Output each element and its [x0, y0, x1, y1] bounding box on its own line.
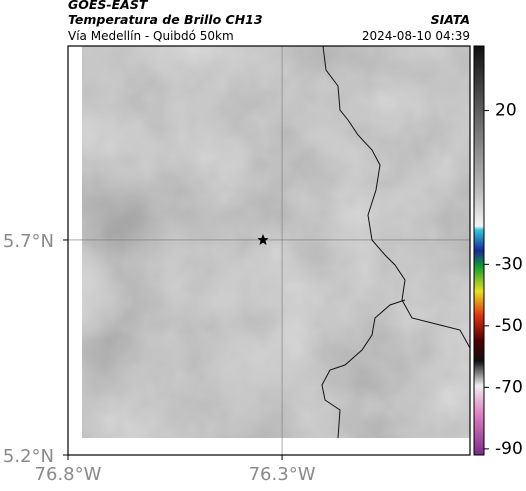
y-tick-label: 5.7°N — [3, 231, 54, 252]
colorbar-tick-label: 20 — [495, 101, 517, 121]
border-line — [322, 45, 471, 349]
colorbar-tick-label: -50 — [495, 316, 523, 336]
title: GOES-EAST — [68, 0, 149, 12]
subtitle: Temperatura de Brillo CH13 — [68, 12, 263, 27]
grid — [68, 46, 470, 455]
timestamp: 2024-08-10 04:39 — [362, 29, 470, 43]
border-line — [321, 299, 406, 439]
colorbar-tick-label: -70 — [495, 377, 523, 397]
source: SIATA — [431, 12, 470, 27]
map-frame — [67, 45, 471, 456]
route: Vía Medellín - Quibdó 50km — [68, 29, 234, 43]
y-tick-label: 5.2°N — [3, 446, 54, 467]
satellite-image — [82, 46, 470, 438]
location-marker — [257, 234, 269, 245]
colorbar — [473, 45, 485, 456]
x-tick-label: 76.8°W — [35, 464, 102, 485]
colorbar-tick-label: -90 — [495, 439, 523, 459]
x-tick-label: 76.3°W — [249, 464, 316, 485]
colorbar-tick-label: -30 — [495, 254, 523, 274]
